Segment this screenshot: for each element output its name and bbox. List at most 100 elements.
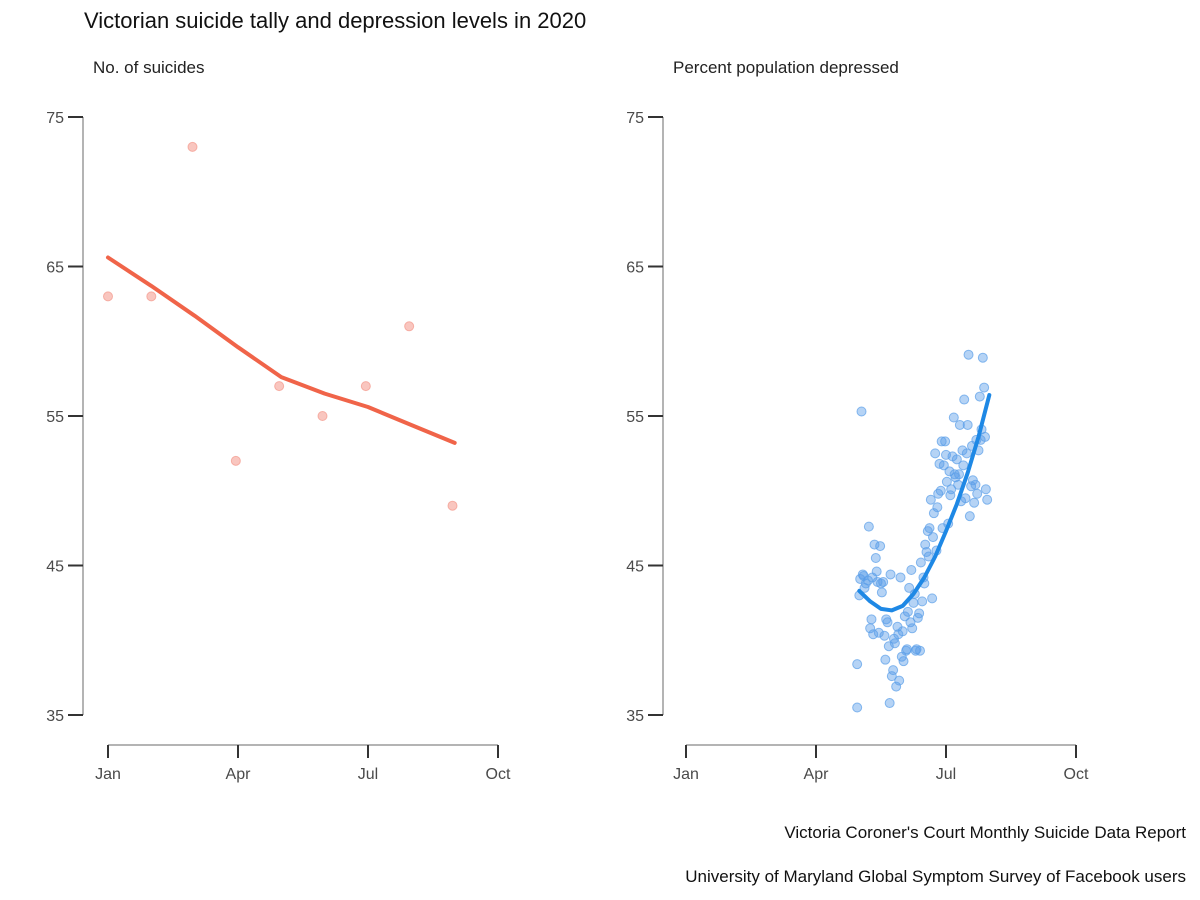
suicides-y-tick-label: 75 xyxy=(46,110,64,127)
depression-data-point xyxy=(868,629,879,640)
suicides-data-point xyxy=(274,381,285,392)
depression-data-point xyxy=(917,596,928,607)
depression-data-point xyxy=(980,484,991,495)
depression-data-point xyxy=(954,469,964,480)
depression-data-point xyxy=(888,665,899,676)
suicides-data-point xyxy=(404,321,415,332)
depression-data-point xyxy=(925,494,936,505)
depression-data-point xyxy=(897,626,908,637)
depression-data-point xyxy=(936,436,947,447)
depression-data-point xyxy=(883,641,894,652)
suicides-trend-line xyxy=(106,255,457,445)
depression-data-point xyxy=(963,349,974,360)
depression-data-point xyxy=(863,521,874,532)
depression-data-point xyxy=(870,553,881,564)
depression-data-point xyxy=(875,541,886,552)
source-caption-coroner: Victoria Coroner's Court Monthly Suicide… xyxy=(784,823,1186,842)
depression-x-tick-label: Jan xyxy=(673,766,699,783)
depression-data-point xyxy=(895,572,906,583)
suicides-y-tick-label: 65 xyxy=(46,260,64,277)
depression-data-point xyxy=(924,523,935,534)
depression-data-point xyxy=(961,448,972,459)
depression-data-point xyxy=(948,412,959,423)
depression-x-tick-label: Jul xyxy=(936,766,956,783)
depression-data-point xyxy=(930,448,941,459)
depression-data-point xyxy=(920,539,931,550)
depression-data-point xyxy=(938,460,949,471)
depression-data-point xyxy=(885,569,896,580)
suicides-data-point xyxy=(187,141,198,152)
suicides-data-point xyxy=(146,291,157,302)
depression-data-point xyxy=(852,702,863,713)
depression-data-point xyxy=(944,466,955,477)
depression-y-tick-label: 35 xyxy=(626,708,644,725)
depression-data-point xyxy=(964,511,975,522)
suicides-x-tick-label: Jan xyxy=(95,766,121,783)
depression-data-point xyxy=(915,557,926,568)
depression-data-point xyxy=(940,436,951,447)
suicides-y-tick-label: 55 xyxy=(46,409,64,426)
depression-x-tick-label: Apr xyxy=(804,766,830,783)
depression-data-point xyxy=(932,502,943,513)
depression-data-point xyxy=(954,419,965,430)
right-panel-subtitle: Percent population depressed xyxy=(673,58,899,77)
depression-y-tick-label: 75 xyxy=(626,110,644,127)
suicides-y-tick-label: 35 xyxy=(46,708,64,725)
depression-data-point xyxy=(935,485,946,496)
depression-data-point xyxy=(974,391,985,402)
depression-data-point xyxy=(907,623,918,634)
depression-x-tick-label: Oct xyxy=(1064,766,1089,783)
depression-data-point xyxy=(871,566,882,577)
depression-data-point xyxy=(915,645,925,656)
depression-data-point xyxy=(970,479,981,490)
depression-data-point xyxy=(946,484,957,495)
depression-trend-line xyxy=(857,393,992,613)
suicides-data-point xyxy=(360,381,371,392)
depression-data-point xyxy=(941,476,952,487)
depression-data-point xyxy=(905,617,916,628)
depression-data-point xyxy=(876,587,887,598)
depression-data-point xyxy=(977,352,988,363)
suicides-x-tick-label: Oct xyxy=(486,766,511,783)
depression-data-point xyxy=(902,606,913,617)
depression-data-point xyxy=(884,698,895,709)
depression-data-point xyxy=(891,681,902,692)
depression-data-point xyxy=(880,654,891,665)
depression-data-point xyxy=(904,582,915,593)
depression-data-point xyxy=(856,406,867,417)
depression-data-point xyxy=(980,431,990,442)
suicides-data-point xyxy=(317,411,328,421)
depression-data-point xyxy=(869,539,880,550)
depression-data-point xyxy=(962,419,973,430)
left-panel-subtitle: No. of suicides xyxy=(93,58,205,77)
source-caption-survey: University of Maryland Global Symptom Su… xyxy=(685,867,1186,886)
depression-data-point xyxy=(958,460,969,471)
depression-data-point xyxy=(902,644,912,655)
chart-title: Victorian suicide tally and depression l… xyxy=(84,8,587,33)
depression-data-point xyxy=(882,617,893,628)
suicides-x-tick-label: Apr xyxy=(226,766,252,783)
depression-data-point xyxy=(982,494,993,505)
depression-data-point xyxy=(979,382,990,393)
suicides-data-point xyxy=(103,291,113,302)
depression-data-point xyxy=(969,497,980,508)
depression-data-point xyxy=(866,614,877,625)
depression-data-point xyxy=(914,608,925,619)
depression-data-point xyxy=(894,675,905,686)
suicides-y-tick-label: 45 xyxy=(46,559,64,576)
depression-data-point xyxy=(889,638,900,649)
depression-data-point xyxy=(951,454,962,465)
depression-y-tick-label: 65 xyxy=(626,260,644,277)
depression-data-point xyxy=(898,656,909,667)
depression-data-point xyxy=(927,593,938,604)
depression-data-point xyxy=(959,394,970,405)
suicides-data-point xyxy=(447,500,458,511)
depression-y-tick-label: 55 xyxy=(626,409,644,426)
depression-data-point xyxy=(879,630,890,641)
depression-data-point xyxy=(960,493,971,504)
depression-data-point xyxy=(928,508,939,519)
suicides-data-point xyxy=(230,455,241,466)
depression-data-point xyxy=(928,532,938,543)
depression-data-point xyxy=(972,488,983,499)
